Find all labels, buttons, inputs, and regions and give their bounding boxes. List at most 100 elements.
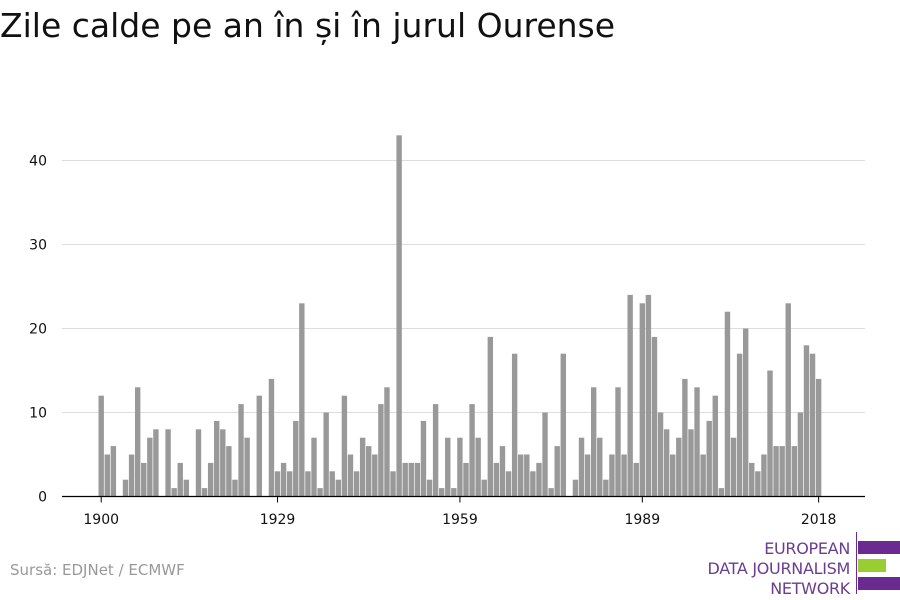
x-axis-ticks: 1900 1929 1959 1989 2018 [83, 496, 837, 528]
bar [657, 412, 664, 497]
bar [536, 462, 542, 497]
bar [171, 488, 177, 497]
bar [274, 471, 281, 497]
bar [767, 370, 773, 497]
bar [359, 437, 366, 497]
bar [445, 437, 451, 497]
bar [414, 462, 421, 497]
bar [280, 462, 287, 497]
logo-line-2: DATA JOURNALISM [707, 559, 851, 578]
x-tick-label: 1929 [260, 512, 296, 528]
logo-bar-bottom [858, 577, 900, 590]
bar [554, 446, 560, 497]
bar [621, 454, 627, 497]
bar [134, 387, 141, 497]
bar [499, 446, 506, 497]
bar [104, 454, 110, 497]
bar [578, 437, 585, 497]
bar [803, 345, 810, 497]
bar [645, 294, 652, 497]
bar [694, 387, 700, 497]
bar [396, 135, 402, 497]
bar [706, 420, 712, 497]
bar [542, 412, 548, 497]
bar [293, 420, 299, 497]
bar [147, 437, 153, 497]
bar [195, 429, 202, 497]
bar [797, 412, 804, 497]
bar [730, 437, 737, 497]
bar [475, 437, 481, 497]
bar [378, 404, 384, 497]
bar [122, 479, 129, 497]
bar [207, 462, 214, 497]
y-tick-label: 10 [29, 406, 47, 422]
bar [749, 462, 755, 497]
y-tick-label: 40 [29, 154, 47, 170]
bar [785, 303, 791, 497]
bar [420, 420, 427, 497]
bar [311, 437, 317, 497]
bar [548, 488, 554, 497]
bar [779, 446, 785, 497]
bar [110, 446, 117, 497]
bars [98, 135, 822, 497]
bar [323, 412, 329, 497]
bar [432, 404, 439, 497]
bar [98, 395, 104, 497]
bar [341, 395, 348, 497]
bar [165, 429, 171, 497]
bar [773, 446, 779, 497]
bar [676, 437, 682, 497]
bar [712, 395, 718, 497]
bar [226, 446, 232, 497]
bar [518, 454, 524, 497]
bar [214, 420, 220, 497]
x-tick-label: 1989 [624, 512, 660, 528]
bar [560, 353, 566, 497]
bar [408, 462, 414, 497]
bar [238, 404, 244, 497]
bar [505, 471, 512, 497]
bar [384, 387, 390, 497]
bar [244, 437, 250, 497]
bar [791, 446, 798, 497]
bar [426, 479, 433, 497]
bar [128, 454, 135, 497]
bar [438, 488, 445, 497]
bar [317, 488, 323, 497]
bar [469, 404, 475, 497]
bar [153, 429, 159, 497]
bar [603, 479, 609, 497]
bar [609, 454, 615, 497]
bar [232, 479, 238, 497]
bar [268, 378, 275, 497]
bar [481, 479, 487, 497]
x-tick-label: 1959 [442, 512, 478, 528]
bar [530, 471, 536, 497]
source-note: Sursă: EDJNet / ECMWF [10, 561, 185, 579]
bar [372, 454, 378, 497]
bar [627, 294, 633, 497]
bar [718, 488, 725, 497]
bar [329, 471, 335, 497]
logo-divider [856, 532, 857, 594]
bar [755, 471, 761, 497]
bar [651, 336, 658, 497]
bar [305, 471, 311, 497]
bar [590, 387, 597, 497]
bar [761, 454, 767, 497]
bar [663, 429, 670, 497]
bar [487, 336, 494, 497]
x-tick-label: 2018 [801, 512, 837, 528]
bar [639, 303, 646, 497]
bar [524, 454, 530, 497]
bar [463, 462, 469, 497]
y-tick-label: 0 [38, 490, 47, 506]
bar [736, 353, 743, 497]
bar [402, 462, 408, 497]
y-tick-label: 30 [29, 238, 47, 254]
bar [670, 454, 676, 497]
logo-line-3: NETWORK [770, 579, 850, 598]
